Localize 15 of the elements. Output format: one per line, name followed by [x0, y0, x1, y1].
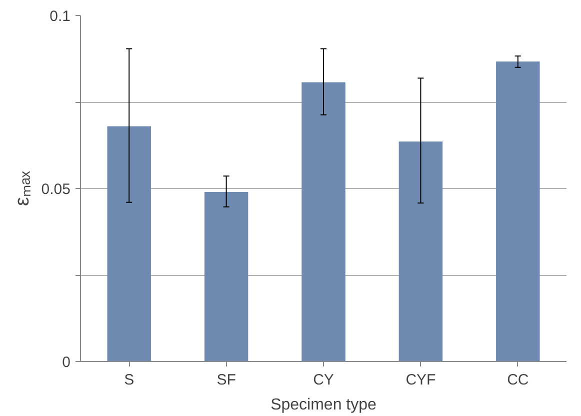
x-tick-label: CYF: [406, 372, 436, 388]
y-tick-label: 0.1: [50, 8, 71, 25]
y-tick-label: 0: [62, 354, 70, 371]
y-tick-label: 0.05: [41, 181, 71, 198]
x-axis-title: Specimen type: [270, 396, 377, 414]
bar: [302, 82, 346, 362]
bar: [204, 192, 248, 362]
y-axis-title: εₘₐₓ: [11, 170, 34, 206]
x-tick-label: SF: [216, 372, 236, 388]
bar: [496, 62, 540, 362]
bar: [398, 141, 443, 362]
bar: [107, 126, 151, 362]
x-tick-label: CC: [507, 372, 529, 388]
x-tick-label: S: [124, 372, 134, 388]
x-tick-label: CY: [313, 372, 334, 388]
